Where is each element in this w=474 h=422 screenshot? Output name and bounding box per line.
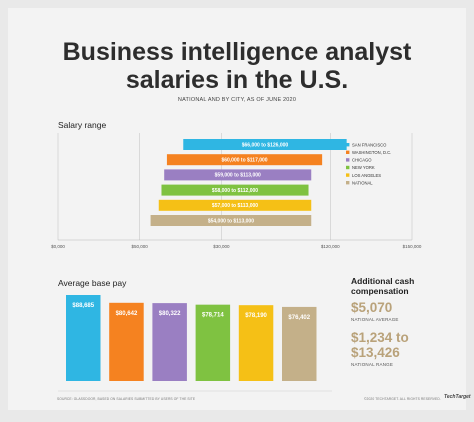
legend-swatch	[346, 143, 350, 147]
national-range-value-2: $13,426	[351, 345, 400, 360]
national-range-caption: NATIONAL RANGE	[351, 362, 394, 367]
legend-label: SAN FRANCISCO	[352, 142, 387, 147]
x-tick-label: $50,000	[132, 244, 149, 249]
subtitle: NATIONAL AND BY CITY, AS OF JUNE 2020	[177, 97, 297, 103]
range-bar	[166, 154, 323, 166]
range-bar-label: $54,000 to $113,000	[208, 218, 254, 224]
x-tick-label: $120,000	[321, 244, 340, 249]
range-bar-label: $60,000 to $117,000	[221, 158, 267, 164]
title-line-1: Business intelligence analyst	[62, 38, 412, 66]
legend-label: NEW YORK	[352, 165, 375, 170]
national-range-value-1: $1,234 to	[351, 330, 409, 345]
legend-swatch	[346, 173, 350, 177]
additional-cash-heading-1: Additional cash	[351, 276, 415, 286]
range-bar-label: $58,000 to $112,000	[212, 188, 258, 194]
salary-range-title: Salary range	[58, 120, 107, 130]
salary-range-chart: $0,000 $50,000 $30,000 $120,000 $150,000 $66,…	[51, 133, 422, 249]
x-tick-label: $30,000	[213, 244, 230, 249]
range-bar	[158, 199, 312, 211]
legend-label: WASHINGTON, D.C.	[352, 150, 391, 155]
range-bar-label: $59,000 to $113,000	[215, 173, 261, 179]
range-bar-label: $66,000 to $126,000	[242, 142, 289, 148]
range-bar	[164, 169, 312, 181]
legend-swatch	[346, 181, 350, 185]
techtarget-logo: TechTarget	[444, 394, 471, 400]
national-average-value: $5,070	[351, 300, 393, 315]
legend-label: LOS ANGELES	[352, 173, 381, 178]
copyright-note: ©2020 TECHTARGET. ALL RIGHTS RESERVED.	[364, 397, 441, 401]
legend-label: NATIONAL	[352, 180, 373, 185]
legend-swatch	[346, 150, 350, 154]
title-line-2: salaries in the U.S.	[125, 66, 349, 94]
legend-swatch	[346, 158, 350, 162]
range-bar	[161, 184, 309, 196]
range-bar	[183, 139, 347, 150]
x-tick-label: $150,000	[403, 244, 422, 249]
legend-swatch	[346, 165, 350, 170]
source-note: SOURCE: GLASSDOOR, BASED ON SALARIES SUB…	[57, 397, 196, 401]
legend-label: CHICAGO	[352, 158, 372, 163]
range-bar-label: $57,000 to $113,000	[212, 203, 258, 209]
x-tick-label: $0,000	[51, 244, 65, 249]
additional-cash-heading-2: compensation	[351, 286, 409, 296]
average-pay-title: Average base pay	[58, 278, 127, 288]
national-average-caption: NATIONAL AVERAGE	[351, 317, 399, 322]
range-bar	[150, 215, 312, 226]
